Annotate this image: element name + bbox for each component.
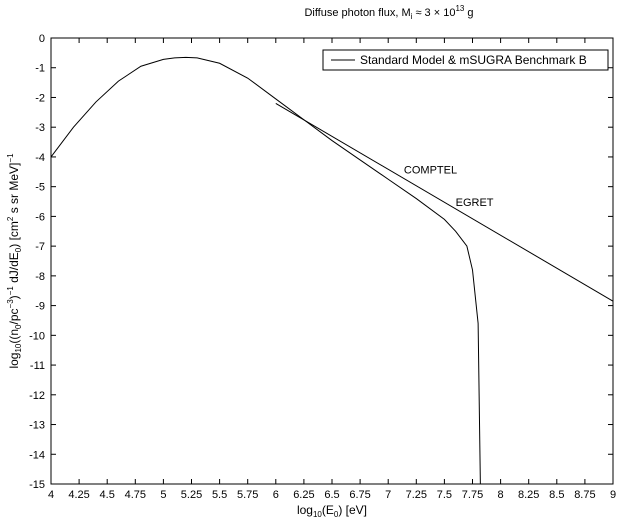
x-tick-label: 5 [160,489,166,501]
annotation-comptel: COMPTEL [404,164,457,176]
x-tick-label: 4.5 [100,489,115,501]
x-tick-label: 6.75 [349,489,370,501]
series-line-observed-flux [275,102,614,302]
series-line-standard-model [50,56,481,485]
y-tick-label: -11 [30,360,45,372]
y-axis: 0 -1 -2 -3 -4 -5 -6 -7 -8 -9 -10 -11 -12 -13 -14 -15 [29,33,613,491]
series-layer [50,56,614,485]
x-tick-label: 4.25 [68,489,89,501]
y-tick-label: -15 [29,479,45,491]
x-tick-label: 7.75 [462,489,483,501]
x-tick-label: 8.75 [574,489,595,501]
legend-box [322,49,609,71]
x-tick-label: 5.75 [237,489,258,501]
x-tick-label: 5.5 [212,489,227,501]
x-axis: 4 4.25 4.5 4.75 5 5.25 5.5 5.75 6 6.25 6.5 6.75 7 7.2… [48,38,616,501]
chart-title: Diffuse photon flux, Mi ≈ 3 × 1013 g [304,4,473,21]
y-tick-label: -2 [35,92,45,104]
y-tick-label: -7 [35,241,45,253]
y-tick-label: -13 [29,420,45,432]
x-tick-label: 9 [610,489,616,501]
x-tick-label: 4 [48,489,54,501]
y-tick-label: -14 [29,449,45,461]
y-tick-label: 0 [39,33,45,45]
x-tick-label: 5.25 [181,489,202,501]
x-tick-label: 7 [385,489,391,501]
y-tick-label: -4 [35,152,45,164]
x-tick-label: 6.5 [324,489,339,501]
x-tick-label: 8 [498,489,504,501]
x-axis-label: log10(E0) [eV] [297,503,367,519]
y-tick-label: -1 [35,63,45,75]
x-tick-label: 7.5 [437,489,452,501]
plot-area [50,37,614,485]
y-tick-label: -6 [35,211,45,223]
y-axis-label: log10((n0/pc−3)−1 dJ/dE0) [cm2 s sr MeV]… [6,153,23,369]
x-tick-label: 6 [273,489,279,501]
y-tick-label: -10 [29,330,45,342]
y-tick-label: -12 [29,390,45,402]
legend-entry-label: Standard Model & mSUGRA Benchmark B [360,53,587,67]
x-tick-label: 6.25 [293,489,314,501]
x-tick-label: 4.75 [125,489,146,501]
y-tick-label: -9 [35,301,45,313]
x-tick-label: 7.25 [406,489,427,501]
legend: Standard Model & mSUGRA Benchmark B [322,49,609,71]
y-tick-label: -5 [35,182,45,194]
y-tick-label: -8 [35,271,45,283]
annotation-egret: EGRET [456,197,494,209]
x-tick-label: 8.5 [549,489,564,501]
x-tick-label: 8.25 [518,489,539,501]
y-tick-label: -3 [35,122,45,134]
